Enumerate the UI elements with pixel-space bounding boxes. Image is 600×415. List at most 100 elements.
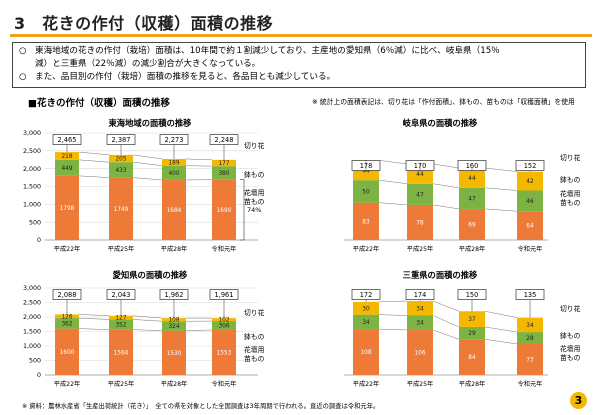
series-connector: [132, 315, 163, 319]
x-tick-label: 平成22年: [353, 245, 379, 253]
series-connector: [484, 208, 518, 212]
x-tick-label: 平成28年: [161, 380, 187, 388]
bar-segment: [517, 211, 543, 240]
bar-segment: [517, 332, 543, 344]
legend-label-bed-line2: 苗もの: [560, 354, 581, 362]
series-connector: [484, 167, 518, 172]
series-connector: [378, 328, 408, 331]
bar-segment: [212, 329, 236, 375]
data-label: 44: [468, 176, 476, 182]
bar-segment: [212, 321, 236, 330]
series-connector: [378, 179, 408, 184]
chart-title: 愛知県の面積の推移: [113, 270, 188, 280]
y-tick-label: 1,500: [23, 184, 41, 191]
data-label: 306: [218, 324, 229, 330]
data-label: 1690: [217, 208, 232, 214]
data-label: 83: [362, 219, 370, 225]
bar-segment: [109, 319, 133, 330]
chart-title: 三重県の面積の推移: [403, 270, 478, 280]
legend-label-pot: 鉢もの: [560, 331, 581, 340]
bar-segment: [459, 339, 485, 375]
data-label: 108: [360, 350, 371, 356]
legend-label-cut: 切り花: [560, 304, 581, 313]
data-label: 34: [526, 323, 534, 329]
bar-segment: [55, 175, 79, 240]
data-label: 433: [115, 168, 126, 174]
data-label: 44: [362, 168, 370, 174]
series-connector: [432, 183, 460, 189]
bar-segment: [517, 190, 543, 212]
legend-label-pot: 鉢もの: [244, 332, 265, 341]
bar-segment: [109, 177, 133, 240]
data-label: 189: [168, 160, 179, 166]
bar-segment: [407, 204, 433, 240]
series-connector: [432, 204, 460, 210]
bar-segment: [212, 166, 236, 180]
bar-segment: [55, 314, 79, 319]
chart-tokai: 東海地域の面積の推移 0 500 1,000 1,500 2,000 2,500 3,000 1…: [23, 118, 265, 253]
legend-label-bed-line2: 苗もの: [244, 198, 265, 206]
series-connector: [432, 329, 460, 340]
bar-segment: [353, 202, 379, 240]
bar-segment: [212, 179, 236, 240]
data-label: 84: [468, 355, 476, 361]
bar-segment: [353, 314, 379, 330]
total-label: 150: [466, 291, 479, 299]
series-connector: [378, 160, 408, 165]
series-connector: [432, 315, 460, 328]
data-label: 218: [61, 154, 72, 160]
data-label: 324: [168, 324, 179, 330]
chart-title: 岐阜県の面積の推移: [403, 118, 478, 128]
total-label: 174: [414, 291, 427, 299]
x-tick-label: 平成25年: [108, 245, 134, 253]
bar-segment: [212, 159, 236, 167]
legend-label-cut: 切り花: [244, 308, 265, 317]
series-connector: [185, 329, 213, 331]
data-label: 30: [362, 306, 370, 312]
data-label: 42: [526, 179, 534, 185]
bar-segment: [459, 208, 485, 240]
series-connector: [432, 300, 460, 312]
legend-label-bed: 花壇用: [244, 188, 265, 197]
title-underline: [10, 34, 592, 37]
legend-label-bed: 花壇用: [560, 344, 581, 353]
bar-segment: [109, 154, 133, 163]
bullet-2: ○: [19, 72, 27, 82]
x-tick-label: 平成25年: [407, 380, 433, 388]
note-text: ※ 統計上の面積表記は、切り花は「作付面積」、鉢もの、苗ものは「収穫面積」を使用: [312, 98, 575, 106]
series-connector: [78, 159, 110, 163]
total-label: 172: [360, 291, 373, 299]
bullet-1: ○: [19, 46, 27, 56]
data-label: 1798: [60, 206, 75, 212]
data-label: 106: [414, 350, 425, 356]
y-tick-label: 1,000: [23, 202, 41, 209]
page-number: 3: [570, 392, 587, 409]
annotation-label: 74%: [247, 206, 261, 214]
data-label: 64: [526, 224, 534, 230]
series-connector: [378, 300, 408, 303]
bar-segment: [353, 329, 379, 375]
bar-segment: [55, 152, 79, 160]
legend-label-cut: 切り花: [244, 141, 265, 150]
x-tick-label: 令和元年: [518, 245, 543, 253]
data-label: 34: [416, 306, 424, 312]
bar-segment: [162, 179, 186, 240]
data-label: 44: [416, 172, 424, 178]
data-label: 127: [115, 316, 126, 322]
bar-segment: [407, 301, 433, 316]
y-tick-label: 0: [37, 372, 41, 379]
total-label: 1,961: [215, 291, 234, 299]
bar-segment: [459, 187, 485, 209]
bar-segment: [353, 301, 379, 315]
y-tick-label: 3,000: [23, 285, 41, 292]
legend-label-pot: 鉢もの: [244, 170, 265, 179]
series-connector: [132, 154, 163, 160]
bar-segment: [162, 330, 186, 375]
series-connector: [78, 314, 110, 317]
data-label: 380: [218, 171, 229, 177]
total-label: 152: [524, 162, 537, 170]
bar-segment: [162, 158, 186, 166]
legend-label-pot: 鉢もの: [560, 175, 581, 184]
total-label: 2,273: [165, 136, 184, 144]
